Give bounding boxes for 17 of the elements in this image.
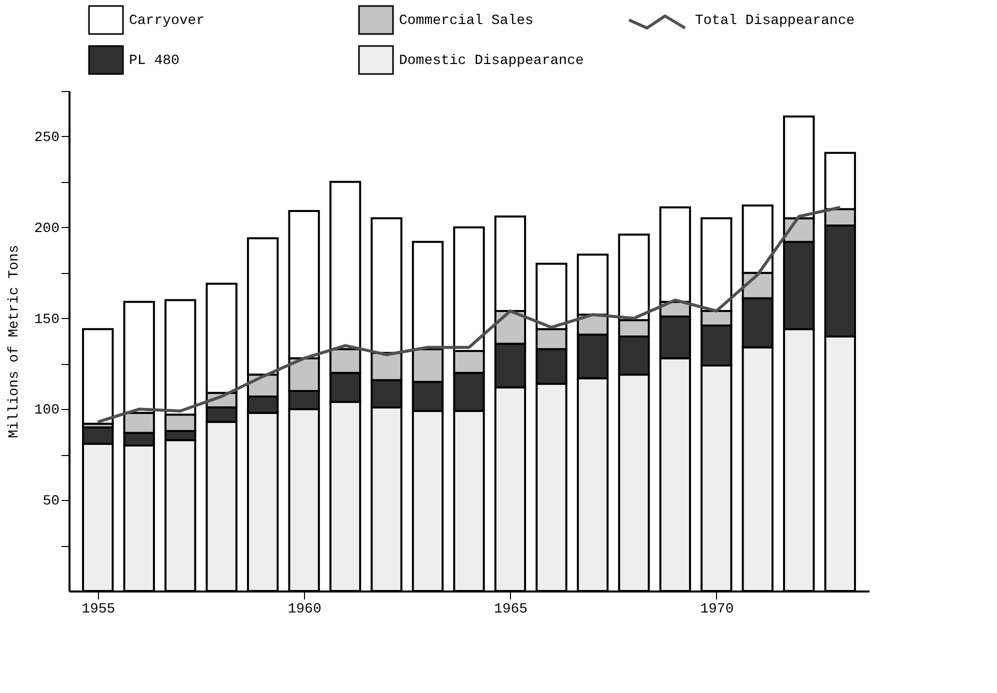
- legend-label: Domestic Disappearance: [399, 53, 584, 69]
- x-tick-label: 1960: [288, 602, 322, 618]
- y-axis-title: Millions of Metric Tons: [6, 244, 22, 438]
- y-tick-label: 150: [34, 312, 60, 328]
- y-tick-label: 100: [34, 402, 60, 419]
- y-tick-label: 200: [34, 220, 60, 237]
- x-tick-label: 1965: [494, 602, 528, 618]
- legend-label: Total Disappearance: [695, 13, 855, 29]
- legend-label: Commercial Sales: [399, 13, 534, 29]
- y-tick-label: 250: [34, 130, 60, 146]
- x-tick-label: 1970: [700, 602, 734, 618]
- x-tick-label: 1955: [82, 602, 116, 618]
- legend-label: Carryover: [129, 13, 205, 29]
- y-tick-label: 50: [42, 494, 60, 510]
- line-series: [96, 206, 842, 424]
- legend-label: PL 480: [129, 53, 180, 69]
- bar: [82, 328, 114, 425]
